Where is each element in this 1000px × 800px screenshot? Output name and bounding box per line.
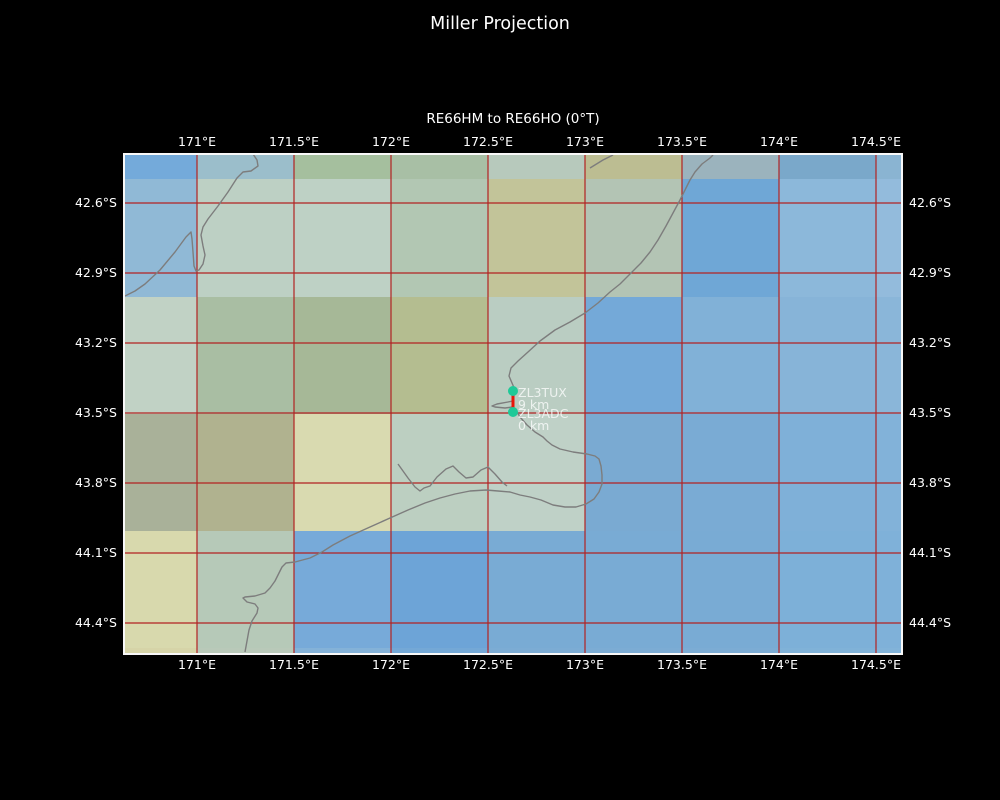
station-marker — [508, 407, 518, 417]
elevation-tile — [125, 531, 197, 648]
elevation-tile — [585, 155, 682, 179]
elevation-tile — [779, 297, 876, 414]
elevation-tile — [294, 414, 391, 531]
station-marker — [508, 386, 518, 396]
elevation-tile — [682, 297, 779, 414]
elevation-tile — [488, 531, 585, 648]
station-callsign-label: ZL3TUX — [518, 385, 567, 400]
elevation-tile — [779, 414, 876, 531]
elevation-tile — [391, 179, 488, 297]
elevation-tile — [682, 155, 779, 179]
elevation-tile — [876, 414, 901, 531]
elevation-tile — [294, 155, 391, 179]
station-distance-label: 0 km — [518, 418, 549, 433]
map-subtitle: RE66HM to RE66HO (0°T) — [426, 111, 600, 127]
elevation-tile — [391, 155, 488, 179]
map-canvas: ZL3TUX 9 km ZL3ADC 0 km — [123, 153, 903, 655]
figure-title: Miller Projection — [430, 14, 570, 34]
elevation-tile — [197, 179, 294, 297]
lon-tick-label-bottom: 171.5°E — [269, 657, 319, 672]
station-callsign-label: ZL3ADC — [518, 406, 569, 421]
elevation-tile — [682, 648, 779, 653]
coastline — [397, 463, 508, 492]
station-distance-label: 9 km — [518, 397, 549, 412]
lon-tick-label-top: 173.5°E — [657, 134, 707, 149]
elevation-tile — [779, 531, 876, 648]
elevation-tile — [779, 155, 876, 179]
elevation-tile — [585, 414, 682, 531]
lon-tick-label-bottom: 172.5°E — [463, 657, 513, 672]
coastline — [589, 155, 614, 169]
elevation-tile — [585, 179, 682, 297]
elevation-tile — [391, 297, 488, 414]
lon-tick-label-top: 174.5°E — [851, 134, 901, 149]
elevation-tile — [488, 648, 585, 653]
coastline — [242, 155, 714, 653]
elevation-tile — [876, 179, 901, 297]
lon-tick-label-top: 172°E — [371, 134, 410, 149]
elevation-tile — [125, 414, 197, 531]
lat-tick-label-right: 43.5°S — [909, 405, 952, 420]
lat-tick-label-left: 43.8°S — [74, 475, 117, 490]
lon-tick-label-bottom: 174°E — [759, 657, 798, 672]
lat-tick-label-left: 44.4°S — [74, 615, 117, 630]
lon-tick-label-top: 172.5°E — [463, 134, 513, 149]
elevation-tile — [391, 414, 488, 531]
elevation-tile — [488, 155, 585, 179]
lon-tick-label-top: 171°E — [177, 134, 216, 149]
elevation-tile — [682, 414, 779, 531]
elevation-tile — [585, 531, 682, 648]
lat-tick-label-left: 42.9°S — [74, 265, 117, 280]
elevation-tile — [294, 531, 391, 648]
lon-tick-label-bottom: 172°E — [371, 657, 410, 672]
lat-tick-label-right: 42.9°S — [909, 265, 952, 280]
elevation-tile — [682, 179, 779, 297]
elevation-tile — [294, 297, 391, 414]
elevation-tile — [125, 648, 197, 653]
lon-tick-label-bottom: 174.5°E — [851, 657, 901, 672]
elevation-tile — [876, 297, 901, 414]
lat-tick-label-left: 44.1°S — [74, 545, 117, 560]
elevation-tile — [488, 179, 585, 297]
elevation-tile — [294, 648, 391, 653]
lat-tick-label-right: 43.2°S — [909, 335, 952, 350]
lat-tick-label-right: 42.6°S — [909, 195, 952, 210]
lon-tick-label-top: 173°E — [565, 134, 604, 149]
elevation-tile — [876, 155, 901, 179]
lon-tick-label-top: 174°E — [759, 134, 798, 149]
elevation-tile — [391, 531, 488, 648]
lat-tick-label-right: 44.1°S — [909, 545, 952, 560]
elevation-tile — [125, 297, 197, 414]
elevation-tile — [779, 648, 876, 653]
lon-tick-label-bottom: 171°E — [177, 657, 216, 672]
elevation-tile — [294, 179, 391, 297]
elevation-tile — [585, 297, 682, 414]
elevation-tile — [197, 531, 294, 648]
elevation-tile — [391, 648, 488, 653]
elevation-tile — [488, 297, 585, 414]
elevation-tile — [197, 155, 294, 179]
lat-tick-label-left: 42.6°S — [74, 195, 117, 210]
lon-tick-label-bottom: 173.5°E — [657, 657, 707, 672]
lat-tick-label-right: 43.8°S — [909, 475, 952, 490]
elevation-tile — [682, 531, 779, 648]
elevation-tile — [779, 179, 876, 297]
coastline — [125, 155, 259, 297]
elevation-tile — [585, 648, 682, 653]
elevation-tile — [125, 155, 197, 179]
lat-tick-label-left: 43.5°S — [74, 405, 117, 420]
elevation-tile — [197, 297, 294, 414]
lat-tick-label-right: 44.4°S — [909, 615, 952, 630]
elevation-tile — [125, 179, 197, 297]
lon-tick-label-top: 171.5°E — [269, 134, 319, 149]
lon-tick-label-bottom: 173°E — [565, 657, 604, 672]
elevation-tile — [876, 648, 901, 653]
lat-tick-label-left: 43.2°S — [74, 335, 117, 350]
elevation-tile — [876, 531, 901, 648]
elevation-tile — [197, 414, 294, 531]
